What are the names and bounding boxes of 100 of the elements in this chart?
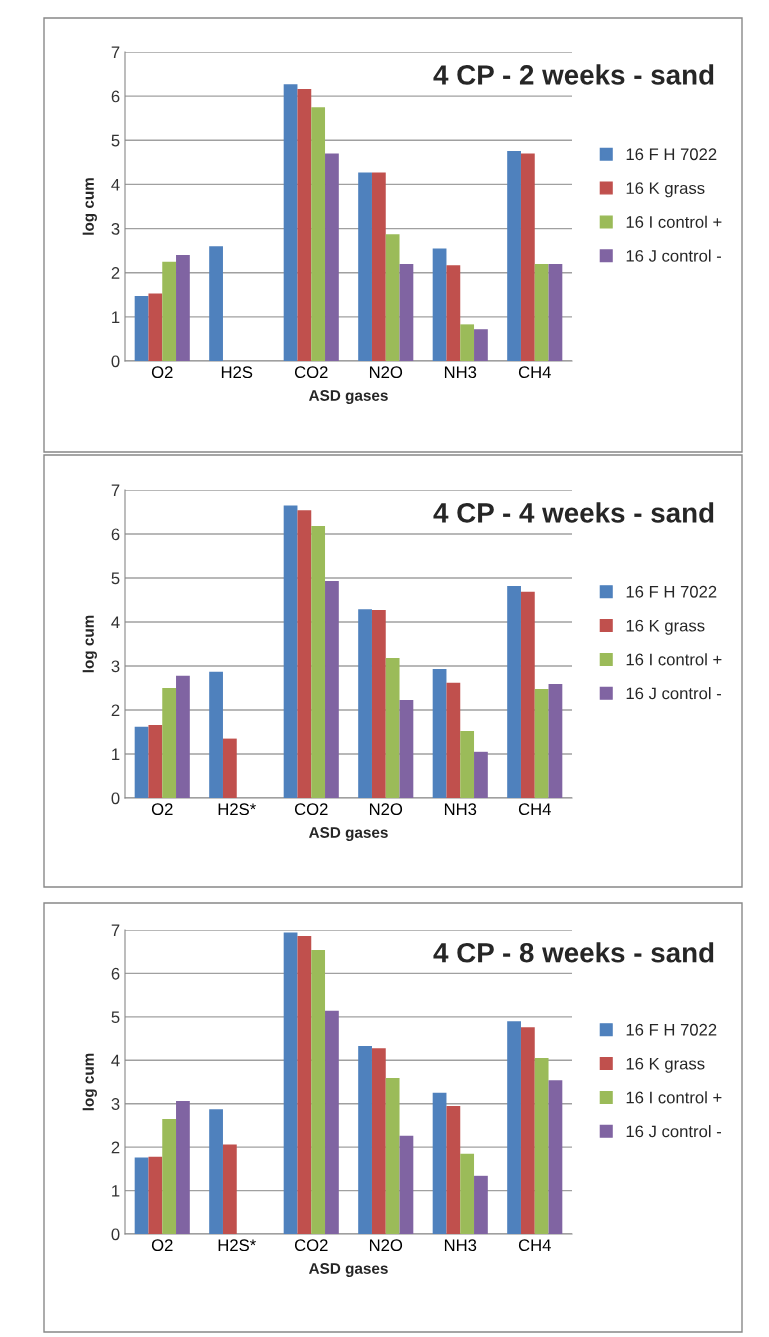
bar [283, 505, 298, 798]
y-tick-label: 7 [111, 46, 120, 59]
bar [548, 684, 563, 798]
y-tick-label: 2 [111, 267, 120, 279]
bar [162, 688, 177, 798]
y-axis-title: log cum [82, 1053, 97, 1111]
x-tick-label: O2 [151, 366, 173, 379]
y-tick-label: 5 [111, 572, 120, 585]
bar [460, 1153, 475, 1234]
bar [311, 107, 326, 361]
y-tick-label: 1 [112, 748, 120, 761]
bar [385, 234, 400, 361]
x-tick-label: CO2 [294, 1239, 328, 1252]
bar [399, 699, 414, 798]
bar [148, 293, 163, 361]
bar [209, 1109, 223, 1234]
legend-label: 16 K grass [626, 182, 705, 198]
bar [162, 1118, 177, 1234]
bar [325, 153, 339, 361]
y-tick-label: 1 [112, 311, 120, 323]
x-tick-label: CH4 [518, 1239, 551, 1252]
bar [371, 172, 386, 361]
y-tick-label: 6 [111, 90, 120, 103]
y-tick-label: 3 [111, 660, 120, 673]
bar [446, 1105, 461, 1234]
bar [432, 248, 447, 361]
x-tick-label: CH4 [518, 366, 551, 379]
bar [507, 150, 521, 361]
bar [399, 263, 414, 361]
bar [534, 263, 549, 361]
legend-label: 16 F H 7022 [626, 585, 717, 598]
bar [297, 510, 312, 798]
bar [358, 1045, 372, 1234]
chart-title: 4 CP - 2 weeks - sand [433, 64, 714, 85]
y-tick-label: 3 [111, 222, 120, 235]
bar [148, 1156, 163, 1234]
x-tick-label: CO2 [294, 803, 328, 816]
bar [534, 688, 549, 798]
bar [385, 658, 400, 798]
bar [520, 153, 535, 361]
y-tick-label: 4 [111, 616, 120, 629]
y-tick-label: 0 [111, 1228, 120, 1241]
y-tick-label: 5 [111, 1011, 120, 1024]
bar [474, 1175, 488, 1234]
y-tick-label: 1 [112, 1185, 120, 1197]
bar [520, 1027, 535, 1234]
bar [520, 591, 535, 798]
bar [446, 682, 461, 798]
x-tick-label: H2S [221, 366, 253, 379]
bar [134, 296, 149, 361]
bar [222, 1144, 237, 1234]
bar [311, 526, 326, 798]
x-tick-label: NH3 [444, 803, 477, 816]
bar [162, 261, 177, 361]
bar [432, 1092, 447, 1234]
legend-label: 16 K grass [626, 619, 705, 635]
bar [460, 324, 475, 361]
legend-label: 16 K grass [626, 1057, 705, 1073]
bar [311, 949, 326, 1234]
bar [358, 609, 372, 798]
x-tick-label: H2S* [218, 1239, 256, 1252]
bar [460, 731, 475, 798]
y-tick-label: 7 [111, 924, 120, 937]
legend-label: 16 I control + [626, 215, 722, 228]
bar [432, 669, 447, 798]
legend-label: 16 J control - [626, 1125, 722, 1138]
y-tick-label: 3 [111, 1098, 120, 1110]
x-tick-label: O2 [151, 803, 173, 816]
x-axis-title: ASD gases [308, 390, 388, 404]
y-tick-label: 4 [111, 1054, 120, 1067]
legend-label: 16 J control - [626, 249, 722, 262]
bar [283, 932, 298, 1234]
bar [371, 610, 386, 798]
y-tick-label: 2 [111, 1141, 120, 1154]
x-axis-title: ASD gases [308, 1263, 388, 1277]
bar [148, 724, 163, 798]
bar [474, 329, 488, 361]
bar [474, 751, 488, 798]
x-tick-label: N2O [369, 803, 403, 816]
bar [222, 738, 237, 798]
bar [358, 172, 372, 361]
bar [297, 936, 312, 1234]
legend-label: 16 I control + [626, 653, 722, 666]
bar [385, 1078, 400, 1234]
bar [176, 255, 190, 361]
y-tick-label: 0 [111, 355, 120, 368]
bar [283, 84, 298, 361]
y-tick-label: 6 [111, 967, 120, 980]
bar [507, 585, 521, 798]
y-tick-label: 7 [111, 484, 120, 497]
bar [325, 1010, 339, 1234]
legend-label: 16 I control + [626, 1091, 722, 1104]
bar [446, 265, 461, 361]
bar [371, 1048, 386, 1234]
legend-label: 16 J control - [626, 687, 722, 700]
bar [297, 89, 312, 361]
x-tick-label: NH3 [444, 1239, 477, 1252]
legend-label: 16 F H 7022 [626, 148, 717, 161]
bar [209, 246, 223, 361]
chart-title: 4 CP - 4 weeks - sand [433, 502, 714, 523]
